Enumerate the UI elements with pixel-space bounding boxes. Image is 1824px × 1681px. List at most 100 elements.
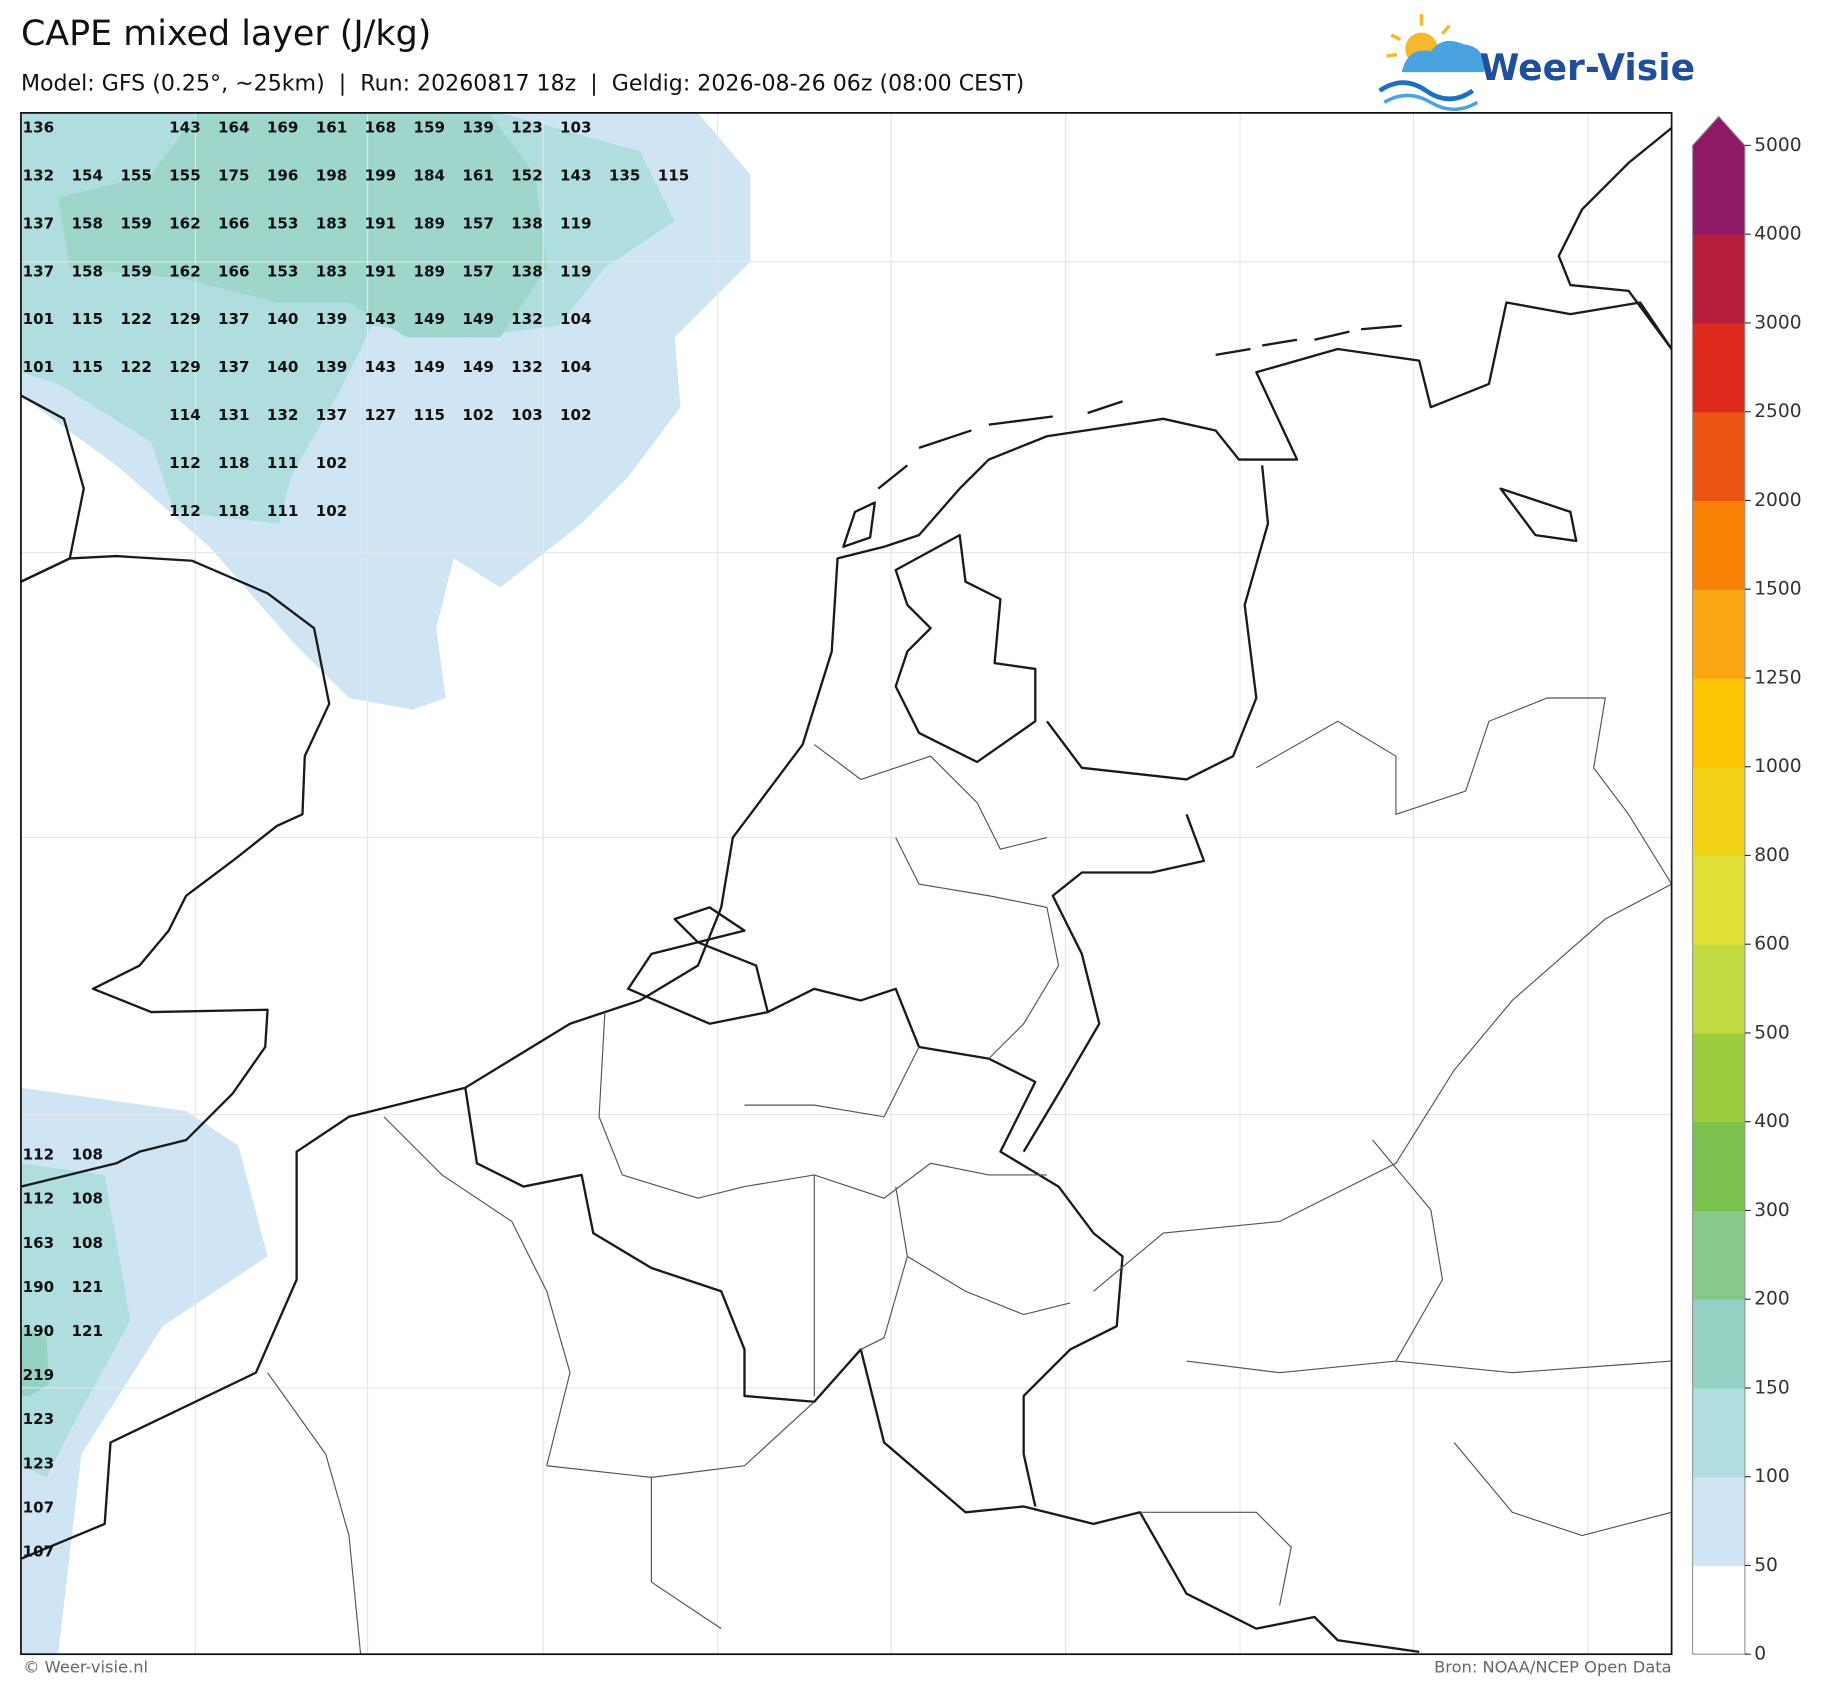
point-label: 191	[365, 262, 397, 280]
point-label: 107	[23, 1498, 55, 1516]
point-label: 149	[413, 310, 445, 328]
colorbar-frame	[1691, 115, 1746, 1655]
colorbar-tick-label: 200	[1754, 1289, 1790, 1310]
colorbar-segment	[1692, 944, 1745, 1034]
point-label: 112	[23, 1190, 55, 1208]
point-label: 122	[120, 358, 152, 376]
point-label: 162	[169, 262, 201, 280]
point-label: 164	[218, 119, 250, 137]
colorbar-tick-label: 1000	[1754, 756, 1801, 777]
colorbar-segment	[1692, 766, 1745, 857]
colorbar-segment	[1692, 1299, 1745, 1389]
colorbar-tick-label: 600	[1754, 934, 1790, 955]
point-label: 108	[71, 1234, 103, 1252]
colorbar-segment	[1692, 1476, 1745, 1567]
point-label: 184	[413, 166, 445, 184]
point-label: 183	[316, 214, 348, 232]
point-label: 189	[413, 214, 445, 232]
point-label: 152	[511, 166, 543, 184]
point-label: 122	[120, 310, 152, 328]
point-label: 166	[218, 214, 250, 232]
point-label: 112	[23, 1146, 55, 1164]
colorbar-tick-label: 3000	[1754, 312, 1801, 333]
colorbar-segment	[1692, 500, 1745, 590]
graticule	[20, 112, 1672, 1655]
point-label: 155	[169, 166, 201, 184]
colorbar-segment	[1692, 411, 1745, 502]
point-label: 219	[23, 1366, 55, 1384]
point-label: 102	[462, 406, 494, 424]
point-label: 149	[462, 358, 494, 376]
map-frame	[20, 112, 1673, 1656]
colorbar-tick-label: 150	[1754, 1377, 1790, 1398]
colorbar-tick-label: 100	[1754, 1466, 1790, 1487]
point-label: 198	[316, 166, 348, 184]
point-label: 139	[462, 119, 494, 137]
point-label: 123	[23, 1454, 55, 1472]
point-label: 169	[267, 119, 299, 137]
point-label: 132	[511, 358, 543, 376]
colorbar-segment	[1692, 589, 1745, 679]
colorbar-segment	[1692, 145, 1745, 235]
point-label: 139	[316, 358, 348, 376]
point-label: 137	[218, 358, 250, 376]
point-label: 123	[511, 119, 543, 137]
point-label: 104	[560, 358, 592, 376]
point-label: 137	[316, 406, 348, 424]
title: CAPE mixed layer (J/kg)	[21, 14, 431, 54]
colorbar-segment	[1692, 1121, 1745, 1212]
colorbar-segment	[1692, 1387, 1745, 1478]
colorbar-tick-label: 800	[1754, 845, 1790, 866]
point-label: 183	[316, 262, 348, 280]
point-label: 132	[23, 166, 55, 184]
point-label: 114	[169, 406, 201, 424]
point-label: 149	[413, 358, 445, 376]
colorbar-tick-label: 4000	[1754, 224, 1801, 245]
point-label: 159	[120, 214, 152, 232]
point-label: 135	[609, 166, 641, 184]
point-label: 166	[218, 262, 250, 280]
point-label: 111	[267, 454, 299, 472]
point-label: 140	[267, 310, 299, 328]
point-label: 168	[365, 119, 397, 137]
point-label: 155	[120, 166, 152, 184]
point-label: 190	[23, 1322, 55, 1340]
point-label: 103	[511, 406, 543, 424]
point-label: 138	[511, 262, 543, 280]
point-label: 157	[462, 262, 494, 280]
point-label: 159	[120, 262, 152, 280]
point-label: 137	[23, 262, 55, 280]
point-label: 118	[218, 502, 250, 520]
point-label: 115	[413, 406, 445, 424]
point-labels-southwest: 112 108 112 108 163 108 190 121 190 121 219 123 123 1…	[23, 1146, 103, 1561]
colorbar: 0 50 100 150 200 300 400 500 600 800 1000 1250 1500 2…	[1691, 115, 1802, 1665]
point-label: 143	[560, 166, 592, 184]
point-label: 162	[169, 214, 201, 232]
colorbar-tick-label: 2000	[1754, 490, 1801, 511]
colorbar-tick-label: 1500	[1754, 579, 1801, 600]
point-label: 121	[71, 1278, 103, 1296]
point-label: 158	[71, 214, 103, 232]
footer-right: Bron: NOAA/NCEP Open Data	[1434, 1658, 1672, 1677]
point-label: 138	[511, 214, 543, 232]
point-label: 108	[71, 1146, 103, 1164]
point-label: 190	[23, 1278, 55, 1296]
point-label: 115	[71, 310, 103, 328]
colorbar-tick-label: 400	[1754, 1111, 1790, 1132]
colorbar-tick-label: 2500	[1754, 401, 1801, 422]
point-label: 111	[267, 502, 299, 520]
point-label: 139	[316, 310, 348, 328]
colorbar-segment	[1692, 855, 1745, 945]
point-label: 175	[218, 166, 250, 184]
point-label: 140	[267, 358, 299, 376]
point-label: 102	[560, 406, 592, 424]
point-label: 189	[413, 262, 445, 280]
point-label: 137	[218, 310, 250, 328]
colorbar-tick-label: 500	[1754, 1022, 1790, 1043]
point-label: 157	[462, 214, 494, 232]
logo-text: Weer-Visie	[1480, 47, 1695, 89]
point-label: 161	[316, 119, 348, 137]
colorbar-segment	[1692, 677, 1745, 768]
point-label: 132	[511, 310, 543, 328]
